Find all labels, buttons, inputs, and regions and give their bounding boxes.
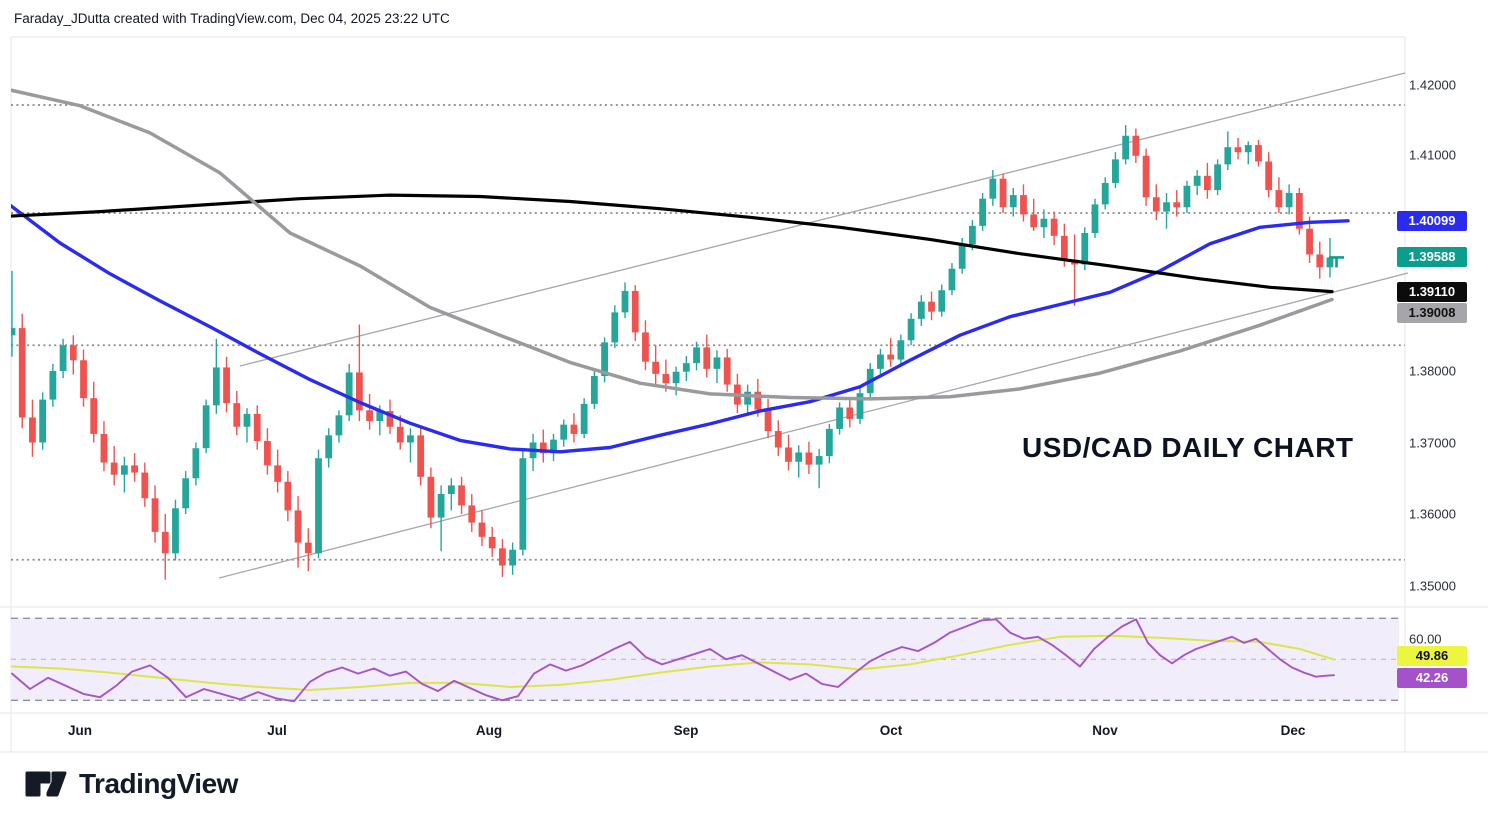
month-label-oct: Oct — [879, 723, 903, 738]
price-label-last-price: 1.39588 — [1397, 247, 1467, 267]
price-label-gray-ma-value: 1.39008 — [1397, 303, 1467, 323]
tradingview-logo-icon[interactable] — [24, 766, 68, 802]
month-label-nov: Nov — [1092, 723, 1118, 738]
chart-watermark-title: USD/CAD DAILY CHART — [1022, 432, 1354, 463]
price-tick: 60.00 — [1409, 631, 1442, 647]
month-label-jul: Jul — [267, 723, 287, 738]
attribution-text: Faraday_JDutta created with TradingView.… — [14, 11, 450, 26]
price-label-black-ma-value: 1.39110 — [1397, 282, 1467, 302]
month-label-aug: Aug — [475, 723, 503, 738]
footer-brand: TradingView — [24, 766, 238, 802]
price-label-rsi-ma-value: 49.86 — [1397, 646, 1467, 666]
price-tick: 1.36000 — [1409, 506, 1456, 522]
month-label-sep: Sep — [673, 723, 699, 738]
price-tick: 1.42000 — [1409, 77, 1456, 93]
price-label-rsi-value: 42.26 — [1397, 668, 1467, 688]
tradingview-logo-text[interactable]: TradingView — [79, 768, 238, 799]
price-tick: 1.37000 — [1409, 435, 1456, 451]
price-tick: 1.35000 — [1409, 578, 1456, 594]
price-tick: 1.38000 — [1409, 363, 1456, 379]
month-label-jun: Jun — [67, 723, 92, 738]
price-label-blue-ma-value: 1.40099 — [1397, 211, 1467, 231]
price-tick: 1.41000 — [1409, 147, 1456, 163]
month-label-dec: Dec — [1280, 723, 1306, 738]
